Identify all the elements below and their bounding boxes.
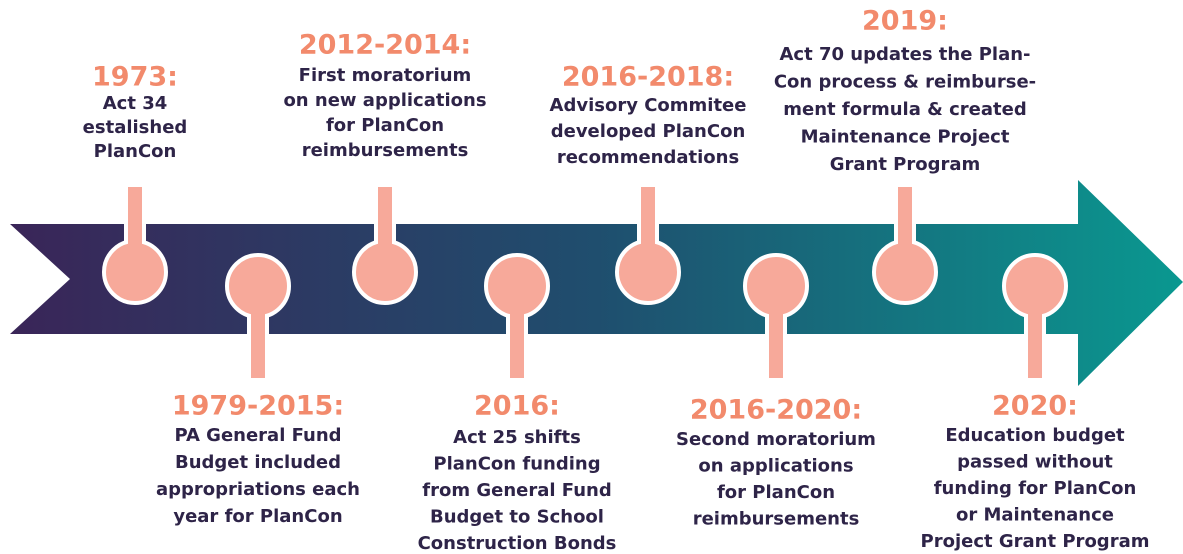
- event-year: 2019:: [862, 6, 948, 37]
- event-text: funding for PlanCon: [934, 478, 1137, 499]
- event-text: from General Fund: [422, 480, 611, 501]
- event-text: Maintenance Project: [801, 127, 1010, 148]
- event-text: on applications: [698, 456, 853, 477]
- event-text: Advisory Commitee: [550, 95, 747, 116]
- event-text: reimbursements: [302, 140, 469, 161]
- pin-stick: [1028, 290, 1042, 378]
- event-text: First moratorium: [299, 65, 472, 86]
- pin-stick: [128, 187, 142, 268]
- event-text: reimbursements: [693, 509, 860, 530]
- event-text: passed without: [957, 452, 1113, 473]
- event-text: Budget included: [175, 452, 341, 473]
- event-year: 1979-2015:: [172, 391, 344, 422]
- pin-stick: [641, 187, 655, 268]
- event-text: recommendations: [557, 147, 739, 168]
- event-text: Construction Bonds: [418, 533, 617, 554]
- event-text: Project Grant Program: [921, 531, 1150, 552]
- pin-stick: [510, 290, 524, 378]
- pin-stick: [898, 187, 912, 268]
- arrow: [10, 180, 1183, 386]
- event-text: on new applications: [283, 90, 486, 111]
- event-text: for PlanCon: [717, 482, 835, 503]
- pin-stick: [769, 290, 783, 378]
- event-text: estalished: [83, 117, 188, 138]
- event-text: PA General Fund: [174, 425, 341, 446]
- event-text: developed PlanCon: [551, 121, 746, 142]
- event-year: 1973:: [92, 62, 178, 93]
- event-text: for PlanCon: [326, 115, 444, 136]
- event-text: PlanCon: [94, 141, 177, 162]
- event-year: 2016:: [474, 391, 560, 422]
- event-text: Budget to School: [430, 507, 604, 528]
- event-text: Second moratorium: [676, 429, 876, 450]
- event-text: ment formula & created: [783, 99, 1026, 120]
- event-year: 2016-2018:: [562, 62, 734, 93]
- event-year: 2016-2020:: [690, 395, 862, 426]
- event-text: PlanCon funding: [433, 454, 600, 475]
- event-text: Act 34: [103, 93, 168, 114]
- event-text: year for PlanCon: [173, 506, 342, 527]
- event-year: 2012-2014:: [299, 30, 471, 61]
- event-year: 2020:: [992, 391, 1078, 422]
- event-text: Education budget: [945, 425, 1125, 446]
- event-text: Con process & reimburse-: [774, 72, 1036, 93]
- pin-stick: [378, 187, 392, 268]
- event-text: Act 25 shifts: [453, 427, 581, 448]
- event-text: or Maintenance: [956, 505, 1114, 526]
- event-text: Grant Program: [830, 154, 981, 175]
- event-text: Act 70 updates the Plan-: [780, 44, 1031, 65]
- pin-stick: [251, 290, 265, 378]
- event-text: appropriations each: [156, 479, 360, 500]
